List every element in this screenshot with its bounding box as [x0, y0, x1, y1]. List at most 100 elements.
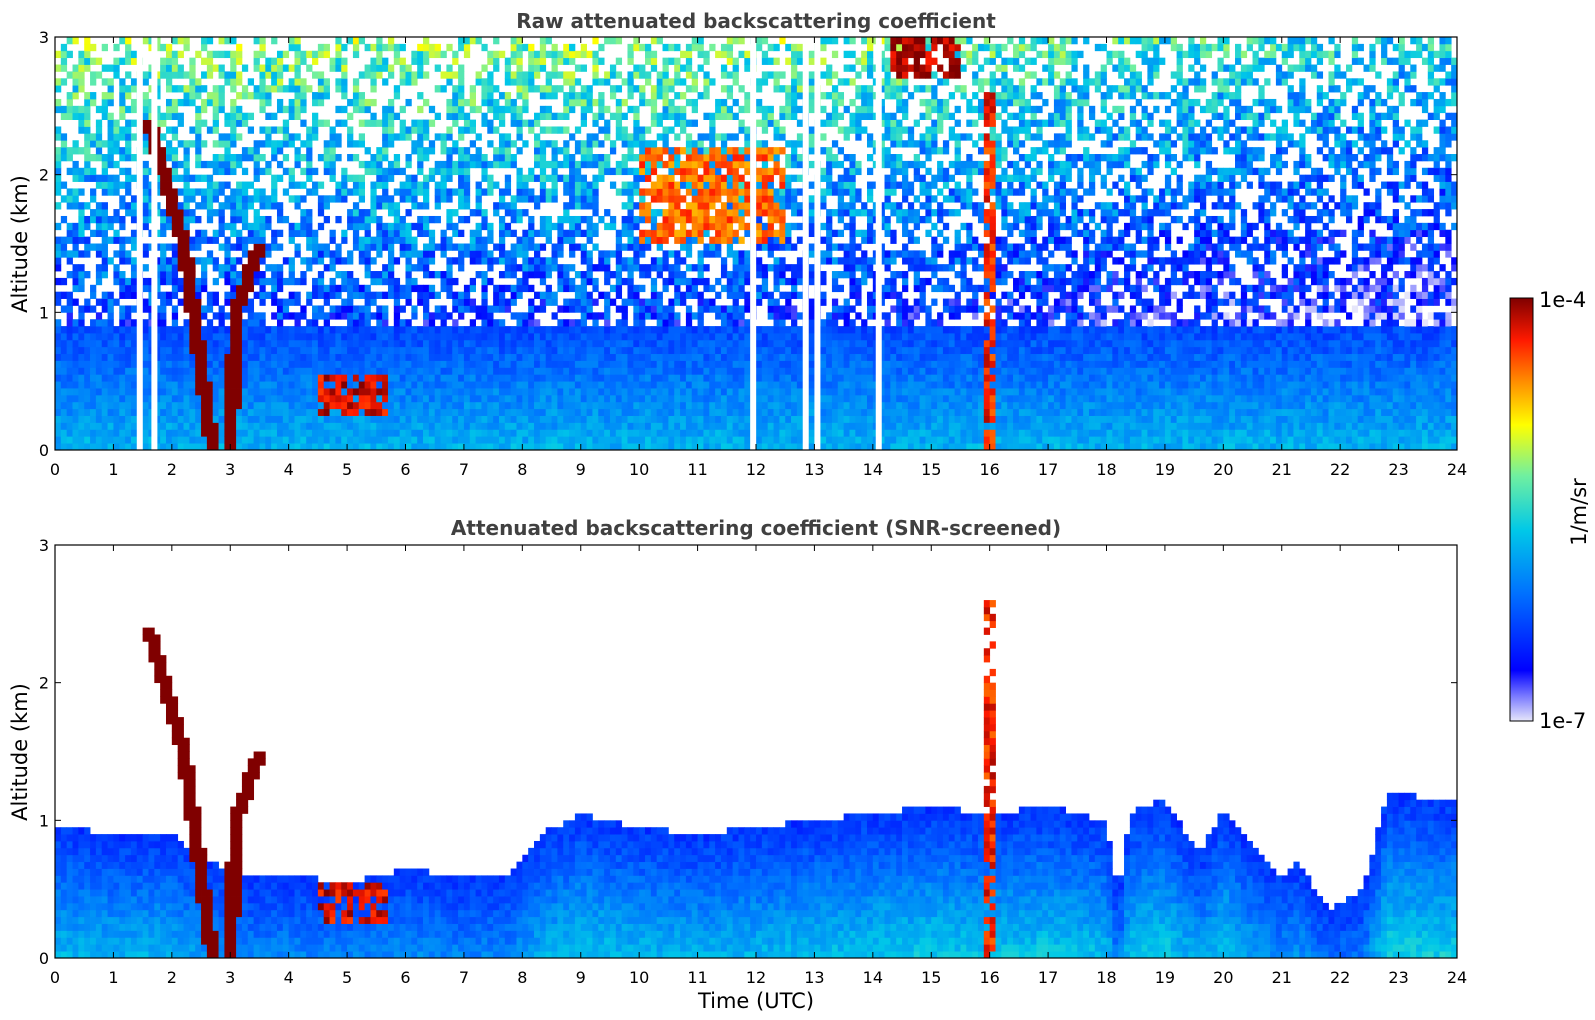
heatmap-cell	[101, 422, 108, 430]
heatmap-cell	[399, 422, 406, 430]
heatmap-cell	[668, 105, 675, 114]
heatmap-cell	[569, 174, 576, 182]
heatmap-cell	[183, 92, 190, 100]
heatmap-cell	[206, 257, 214, 265]
heatmap-cell	[171, 215, 179, 224]
heatmap-cell	[551, 160, 558, 169]
heatmap-cell	[84, 126, 91, 134]
heatmap-cell	[685, 209, 693, 217]
heatmap-cell	[84, 43, 91, 52]
heatmap-cell	[201, 140, 208, 148]
heatmap-cell	[259, 381, 266, 389]
heatmap-cell	[440, 133, 447, 141]
heatmap-cell	[253, 271, 260, 279]
heatmap-cell	[341, 326, 348, 334]
heatmap-cell	[405, 284, 412, 293]
heatmap-cell	[177, 85, 184, 93]
heatmap-cell	[312, 401, 319, 410]
heatmap-cell	[306, 326, 313, 334]
heatmap-cell	[253, 57, 260, 65]
heatmap-cell	[534, 346, 541, 355]
heatmap-cell	[236, 188, 243, 196]
heatmap-cell	[633, 319, 640, 327]
heatmap-cell	[66, 195, 73, 203]
heatmap-cell	[312, 112, 319, 120]
heatmap-cell	[370, 71, 377, 79]
heatmap-cell	[458, 71, 465, 79]
heatmap-cell	[101, 140, 108, 148]
heatmap-cell	[276, 415, 284, 423]
heatmap-cell	[493, 105, 500, 114]
heatmap-cell	[586, 271, 593, 279]
heatmap-cell	[423, 319, 430, 327]
heatmap-cell	[481, 291, 488, 299]
heatmap-cell	[598, 353, 605, 361]
heatmap-cell	[201, 422, 208, 430]
heatmap-cell	[574, 388, 582, 396]
heatmap-cell	[569, 429, 576, 437]
heatmap-cell	[142, 429, 149, 437]
heatmap-cell	[615, 105, 623, 114]
heatmap-cell	[539, 57, 547, 65]
heatmap-cell	[621, 160, 628, 169]
heatmap-cell	[580, 140, 587, 148]
heatmap-cell	[160, 222, 167, 231]
heatmap-cell	[452, 374, 459, 382]
heatmap-cell	[446, 291, 453, 299]
heatmap-cell	[154, 140, 161, 148]
heatmap-cell	[183, 443, 190, 450]
heatmap-cell	[55, 394, 62, 403]
heatmap-cell	[259, 222, 266, 231]
heatmap-cell	[428, 415, 436, 423]
heatmap-cell	[563, 367, 570, 375]
heatmap-cell	[60, 195, 68, 203]
heatmap-cell	[423, 367, 430, 375]
heatmap-cell	[528, 367, 535, 375]
heatmap-cell	[469, 298, 476, 306]
heatmap-cell	[668, 394, 675, 403]
heatmap-cell	[323, 78, 330, 86]
heatmap-cell	[165, 291, 173, 299]
heatmap-cell	[358, 181, 366, 189]
heatmap-cell	[504, 298, 512, 306]
heatmap-cell	[294, 319, 301, 327]
heatmap-cell	[84, 243, 91, 251]
heatmap-cell	[498, 257, 506, 265]
heatmap-cell	[130, 381, 138, 389]
heatmap-cell	[206, 388, 214, 396]
heatmap-cell	[312, 332, 319, 341]
heatmap-cell	[347, 436, 354, 444]
heatmap-cell	[154, 422, 161, 430]
heatmap-cell	[405, 195, 412, 203]
heatmap-cell	[171, 257, 179, 265]
heatmap-cell	[230, 388, 237, 396]
heatmap-cell	[522, 257, 529, 265]
heatmap-cell	[545, 271, 552, 279]
heatmap-cell	[569, 167, 576, 176]
heatmap-cell	[481, 312, 488, 320]
heatmap-cell	[650, 257, 658, 265]
heatmap-cell	[90, 195, 97, 203]
heatmap-cell	[691, 188, 698, 196]
heatmap-cell	[335, 284, 342, 293]
heatmap-cell	[300, 326, 307, 334]
heatmap-cell	[715, 388, 722, 396]
heatmap-cell	[230, 78, 237, 86]
heatmap-cell	[241, 367, 249, 375]
heatmap-cell	[90, 381, 97, 389]
heatmap-cell	[691, 388, 698, 396]
heatmap-cell	[563, 229, 570, 238]
heatmap-cell	[539, 436, 547, 444]
heatmap-cell	[329, 147, 336, 155]
heatmap-cell	[306, 264, 313, 272]
heatmap-cell	[709, 167, 716, 176]
heatmap-cell	[183, 305, 190, 313]
heatmap-cell	[113, 298, 120, 306]
heatmap-cell	[224, 388, 231, 396]
heatmap-cell	[90, 394, 97, 403]
heatmap-cell	[341, 394, 348, 403]
heatmap-cell	[265, 291, 272, 299]
heatmap-cell	[382, 374, 389, 382]
heatmap-cell	[382, 140, 389, 148]
heatmap-cell	[306, 436, 313, 444]
